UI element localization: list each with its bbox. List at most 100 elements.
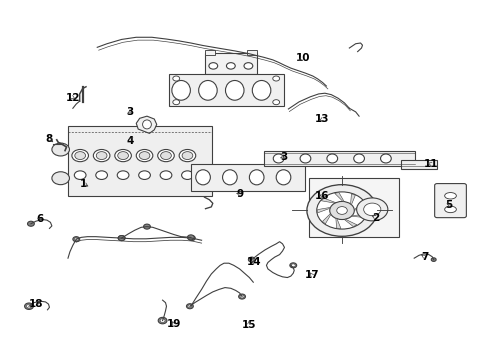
Polygon shape bbox=[351, 215, 365, 217]
FancyBboxPatch shape bbox=[205, 50, 215, 55]
Ellipse shape bbox=[444, 193, 455, 199]
Circle shape bbox=[363, 203, 380, 216]
Circle shape bbox=[240, 295, 244, 298]
Polygon shape bbox=[344, 219, 356, 226]
Ellipse shape bbox=[444, 206, 455, 213]
Circle shape bbox=[143, 224, 150, 229]
Ellipse shape bbox=[380, 154, 390, 163]
Polygon shape bbox=[335, 218, 340, 229]
Polygon shape bbox=[353, 202, 365, 211]
Circle shape bbox=[306, 185, 376, 236]
Circle shape bbox=[272, 100, 279, 105]
Circle shape bbox=[186, 304, 193, 309]
FancyBboxPatch shape bbox=[246, 50, 256, 55]
Ellipse shape bbox=[171, 81, 190, 100]
Circle shape bbox=[160, 171, 171, 180]
Circle shape bbox=[72, 149, 88, 162]
Circle shape bbox=[430, 258, 435, 261]
Circle shape bbox=[115, 149, 131, 162]
Circle shape bbox=[75, 152, 85, 159]
Circle shape bbox=[160, 319, 164, 322]
Polygon shape bbox=[350, 194, 355, 205]
Ellipse shape bbox=[249, 170, 264, 185]
Ellipse shape bbox=[252, 81, 270, 100]
Circle shape bbox=[181, 171, 193, 180]
Circle shape bbox=[249, 258, 253, 261]
Circle shape bbox=[356, 198, 387, 221]
Circle shape bbox=[139, 171, 150, 180]
Circle shape bbox=[226, 63, 235, 69]
Circle shape bbox=[248, 257, 255, 262]
Polygon shape bbox=[136, 116, 157, 134]
Text: 17: 17 bbox=[304, 270, 319, 280]
Circle shape bbox=[289, 263, 296, 268]
Text: 19: 19 bbox=[166, 319, 181, 329]
Text: 18: 18 bbox=[28, 299, 43, 309]
Circle shape bbox=[336, 207, 346, 214]
Text: 2: 2 bbox=[372, 213, 379, 222]
Text: 3: 3 bbox=[126, 107, 133, 117]
Circle shape bbox=[27, 221, 34, 226]
Circle shape bbox=[291, 264, 295, 267]
Ellipse shape bbox=[222, 170, 237, 185]
Circle shape bbox=[117, 171, 129, 180]
Polygon shape bbox=[334, 193, 344, 202]
Circle shape bbox=[158, 149, 174, 162]
Ellipse shape bbox=[195, 170, 210, 185]
Text: 7: 7 bbox=[420, 252, 427, 262]
Circle shape bbox=[208, 63, 217, 69]
Circle shape bbox=[96, 171, 107, 180]
Text: 10: 10 bbox=[295, 53, 309, 63]
Circle shape bbox=[93, 149, 110, 162]
Circle shape bbox=[139, 152, 150, 159]
Circle shape bbox=[26, 305, 31, 308]
Circle shape bbox=[160, 152, 171, 159]
Text: 12: 12 bbox=[65, 93, 80, 103]
FancyBboxPatch shape bbox=[190, 164, 305, 191]
Ellipse shape bbox=[326, 154, 337, 163]
Text: 6: 6 bbox=[36, 215, 43, 224]
Text: 15: 15 bbox=[242, 320, 256, 330]
Ellipse shape bbox=[198, 81, 217, 100]
Circle shape bbox=[179, 149, 195, 162]
Circle shape bbox=[118, 152, 128, 159]
FancyBboxPatch shape bbox=[205, 53, 256, 74]
Text: 1: 1 bbox=[80, 179, 87, 189]
Circle shape bbox=[158, 318, 166, 324]
Circle shape bbox=[189, 237, 193, 239]
FancyBboxPatch shape bbox=[168, 74, 283, 107]
FancyBboxPatch shape bbox=[68, 126, 211, 196]
Circle shape bbox=[172, 76, 179, 81]
Ellipse shape bbox=[225, 81, 244, 100]
Text: 16: 16 bbox=[315, 191, 329, 201]
Ellipse shape bbox=[142, 120, 151, 129]
Circle shape bbox=[118, 235, 125, 240]
Circle shape bbox=[272, 76, 279, 81]
Circle shape bbox=[120, 237, 123, 239]
Polygon shape bbox=[321, 198, 335, 203]
Text: 5: 5 bbox=[445, 200, 452, 210]
Ellipse shape bbox=[273, 154, 284, 163]
Circle shape bbox=[187, 305, 191, 308]
Ellipse shape bbox=[300, 154, 310, 163]
Ellipse shape bbox=[353, 154, 364, 163]
Circle shape bbox=[136, 149, 153, 162]
Polygon shape bbox=[317, 207, 330, 213]
Text: 9: 9 bbox=[236, 189, 243, 199]
Text: 11: 11 bbox=[423, 159, 437, 169]
Circle shape bbox=[118, 235, 125, 240]
FancyBboxPatch shape bbox=[308, 178, 398, 237]
Circle shape bbox=[329, 202, 354, 220]
Circle shape bbox=[244, 63, 252, 69]
Circle shape bbox=[188, 235, 195, 240]
Circle shape bbox=[172, 100, 179, 105]
Circle shape bbox=[74, 238, 78, 240]
Circle shape bbox=[73, 237, 80, 242]
Circle shape bbox=[182, 152, 192, 159]
Circle shape bbox=[52, 172, 69, 185]
Text: 4: 4 bbox=[126, 136, 133, 145]
FancyBboxPatch shape bbox=[434, 184, 466, 218]
Text: 8: 8 bbox=[46, 134, 53, 144]
Circle shape bbox=[52, 143, 69, 156]
Circle shape bbox=[74, 171, 86, 180]
